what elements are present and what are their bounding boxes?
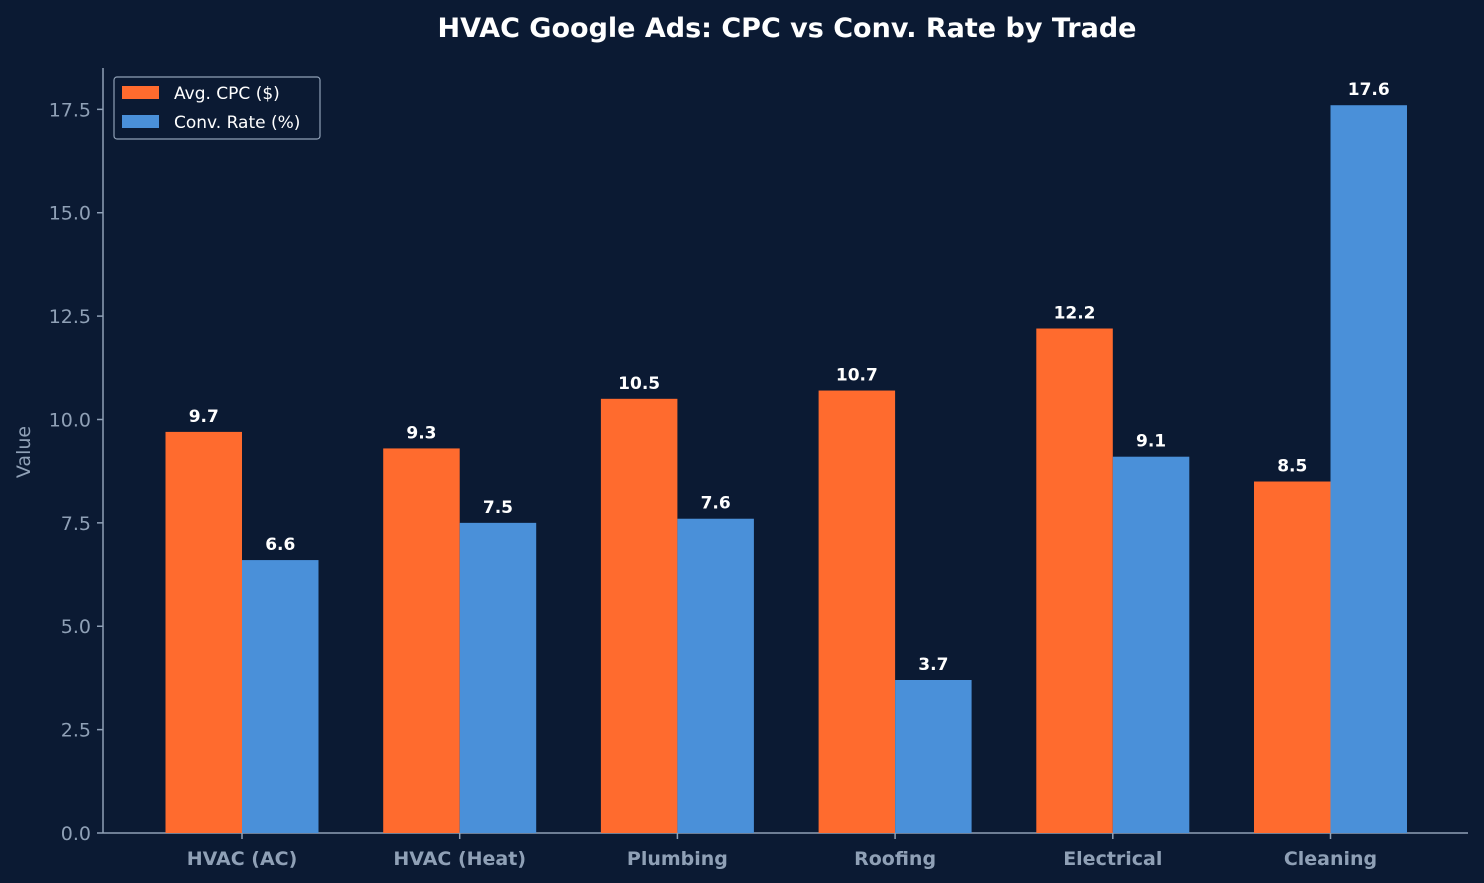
legend: Avg. CPC ($) Conv. Rate (%): [113, 76, 321, 140]
y-axis-label: Value: [13, 426, 35, 478]
bar-cpc: [1036, 328, 1113, 833]
x-tick-label: HVAC (Heat): [393, 848, 526, 870]
bar-cpc: [1254, 481, 1331, 833]
data-label: 7.5: [483, 498, 513, 518]
legend-swatch: [122, 115, 159, 128]
bars: 9.7 6.6 9.3 7.5 10.5 7.6 10.7 3.7 12.2 9.1 8.5 17.6: [165, 80, 1407, 834]
data-label: 7.6: [701, 494, 731, 514]
bar-conv-rate: [895, 680, 972, 833]
data-label: 8.5: [1277, 457, 1307, 477]
y-tick-label: 7.5: [61, 513, 91, 535]
data-label: 12.2: [1054, 304, 1096, 324]
bar-conv-rate: [1330, 105, 1407, 834]
y-tick-label: 17.5: [49, 99, 91, 121]
data-label: 17.6: [1348, 80, 1390, 100]
y-tick-label: 5.0: [61, 616, 91, 638]
x-tick-label: Roofing: [854, 848, 936, 870]
chart-title: HVAC Google Ads: CPC vs Conv. Rate by Tr…: [438, 13, 1137, 44]
x-tick-label: HVAC (AC): [187, 848, 298, 870]
data-label: 3.7: [918, 655, 948, 675]
bar-conv-rate: [677, 518, 754, 833]
bar-cpc: [383, 448, 460, 833]
y-tick-label: 15.0: [49, 203, 91, 225]
bar-cpc: [165, 431, 242, 833]
y-tick-label: 2.5: [61, 720, 91, 742]
y-tick-label: 10.0: [49, 409, 91, 431]
data-label: 9.1: [1136, 432, 1166, 452]
data-label: 9.7: [189, 407, 219, 427]
legend-label: Avg. CPC ($): [174, 84, 280, 104]
bar-cpc: [818, 390, 896, 833]
y-tick-label: 12.5: [49, 306, 91, 328]
data-label: 9.3: [406, 423, 436, 443]
x-tick-label: Cleaning: [1284, 848, 1377, 870]
legend-box: [113, 76, 321, 140]
bar-conv-rate: [242, 560, 319, 833]
legend-swatch: [122, 86, 159, 99]
y-tick-label: 0.0: [61, 823, 91, 845]
data-label: 6.6: [265, 535, 295, 555]
bar-conv-rate: [1112, 456, 1190, 833]
axes: 0.0 2.5 5.0 7.5 10.0 12.5 15.0 17.5 HVAC (AC) HVA…: [49, 68, 1468, 870]
bar-conv-rate: [459, 522, 537, 833]
x-tick-label: Electrical: [1063, 848, 1162, 870]
legend-label: Conv. Rate (%): [174, 113, 300, 133]
x-tick-label: Plumbing: [627, 848, 728, 870]
data-label: 10.7: [836, 366, 878, 386]
data-label: 10.5: [618, 374, 660, 394]
bar-cpc: [600, 398, 678, 833]
